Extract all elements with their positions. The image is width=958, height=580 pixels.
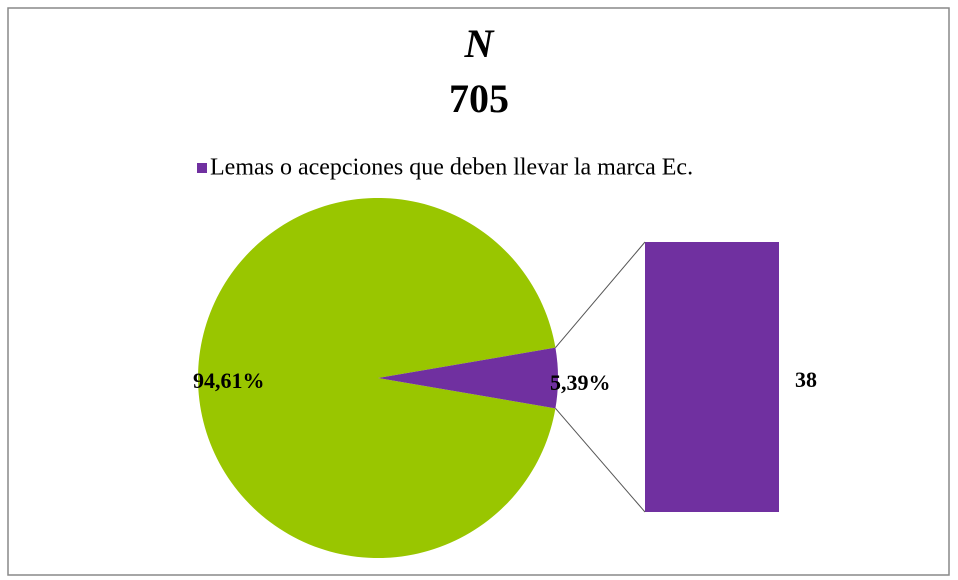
pie-slice <box>378 347 558 409</box>
pie-slice <box>197 198 556 559</box>
bar-segment <box>645 242 779 512</box>
chart-subtitle: 705 <box>449 76 509 121</box>
legend-label: Lemas o acepciones que deben llevar la m… <box>210 155 693 181</box>
data-label: 5,39% <box>550 370 611 395</box>
data-label: 94,61% <box>193 368 265 393</box>
legend-swatch <box>197 163 207 173</box>
chart-title: N <box>464 21 496 66</box>
connector-line <box>555 241 646 348</box>
connector-line <box>555 408 646 513</box>
bar-label: 38 <box>795 367 817 392</box>
